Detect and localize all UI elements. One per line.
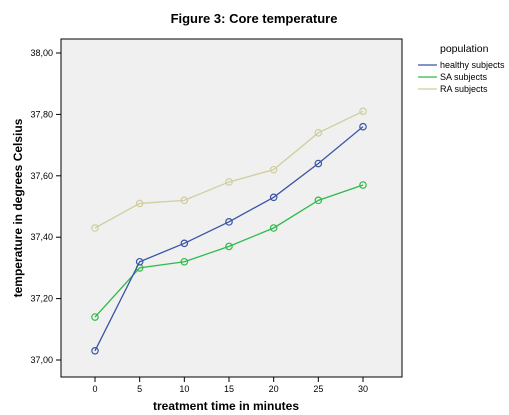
legend-label: RA subjects <box>440 84 488 94</box>
legend-label: healthy subjects <box>440 60 505 70</box>
data-point-healthy-subjects <box>225 218 233 226</box>
data-point-ra-subjects <box>180 196 189 205</box>
legend-title: population <box>440 43 489 55</box>
data-point-sa-subjects <box>269 224 278 232</box>
series-layer <box>91 107 367 355</box>
y-tick-label: 37,20 <box>30 294 53 304</box>
plot-area <box>60 38 403 378</box>
data-point-sa-subjects <box>180 257 189 266</box>
legend-label: SA subjects <box>440 72 488 82</box>
data-point-ra-subjects <box>225 178 233 186</box>
legend: healthy subjects SA subjects RA subjects <box>418 60 505 94</box>
x-tick-label: 0 <box>92 384 97 394</box>
x-tick-label: 30 <box>358 384 368 394</box>
data-point-healthy-subjects <box>91 346 99 355</box>
data-point-sa-subjects <box>359 181 367 189</box>
x-tick-label: 15 <box>224 384 234 394</box>
x-tick-label: 20 <box>269 384 279 394</box>
data-point-healthy-subjects <box>135 257 144 266</box>
data-point-ra-subjects <box>135 199 144 208</box>
data-point-healthy-subjects <box>180 239 189 248</box>
x-tick-label: 25 <box>313 384 323 394</box>
data-point-ra-subjects <box>314 129 323 137</box>
data-point-ra-subjects <box>269 165 278 174</box>
y-tick-label: 37,40 <box>30 232 53 242</box>
x-tick-label: 5 <box>137 384 142 394</box>
data-point-sa-subjects <box>314 196 323 205</box>
chart-title: Figure 3: Core temperature <box>171 11 338 26</box>
y-tick-label: 37,60 <box>30 171 53 181</box>
data-point-ra-subjects <box>91 224 99 232</box>
y-tick-label: 37,00 <box>30 355 53 365</box>
series-line-sa-subjects <box>94 184 364 318</box>
data-point-ra-subjects <box>359 107 367 116</box>
data-point-healthy-subjects <box>314 159 323 168</box>
y-tick-label: 37,80 <box>30 109 53 119</box>
data-point-sa-subjects <box>225 242 233 251</box>
data-point-sa-subjects <box>91 313 99 321</box>
x-axis-label: treatment time in minutes <box>153 399 299 413</box>
x-tick-label: 10 <box>179 384 189 394</box>
data-point-healthy-subjects <box>359 122 367 131</box>
x-axis: 0 5 10 15 20 25 30 <box>92 377 368 394</box>
series-line-healthy-subjects <box>94 126 364 352</box>
y-tick-label: 38,00 <box>30 48 53 58</box>
series-line-ra-subjects <box>94 110 364 229</box>
data-point-healthy-subjects <box>269 193 278 202</box>
y-axis: 37,00 37,20 37,40 37,60 37,80 38,00 <box>30 48 61 365</box>
y-axis-label: temperature in degrees Celsius <box>11 118 25 297</box>
